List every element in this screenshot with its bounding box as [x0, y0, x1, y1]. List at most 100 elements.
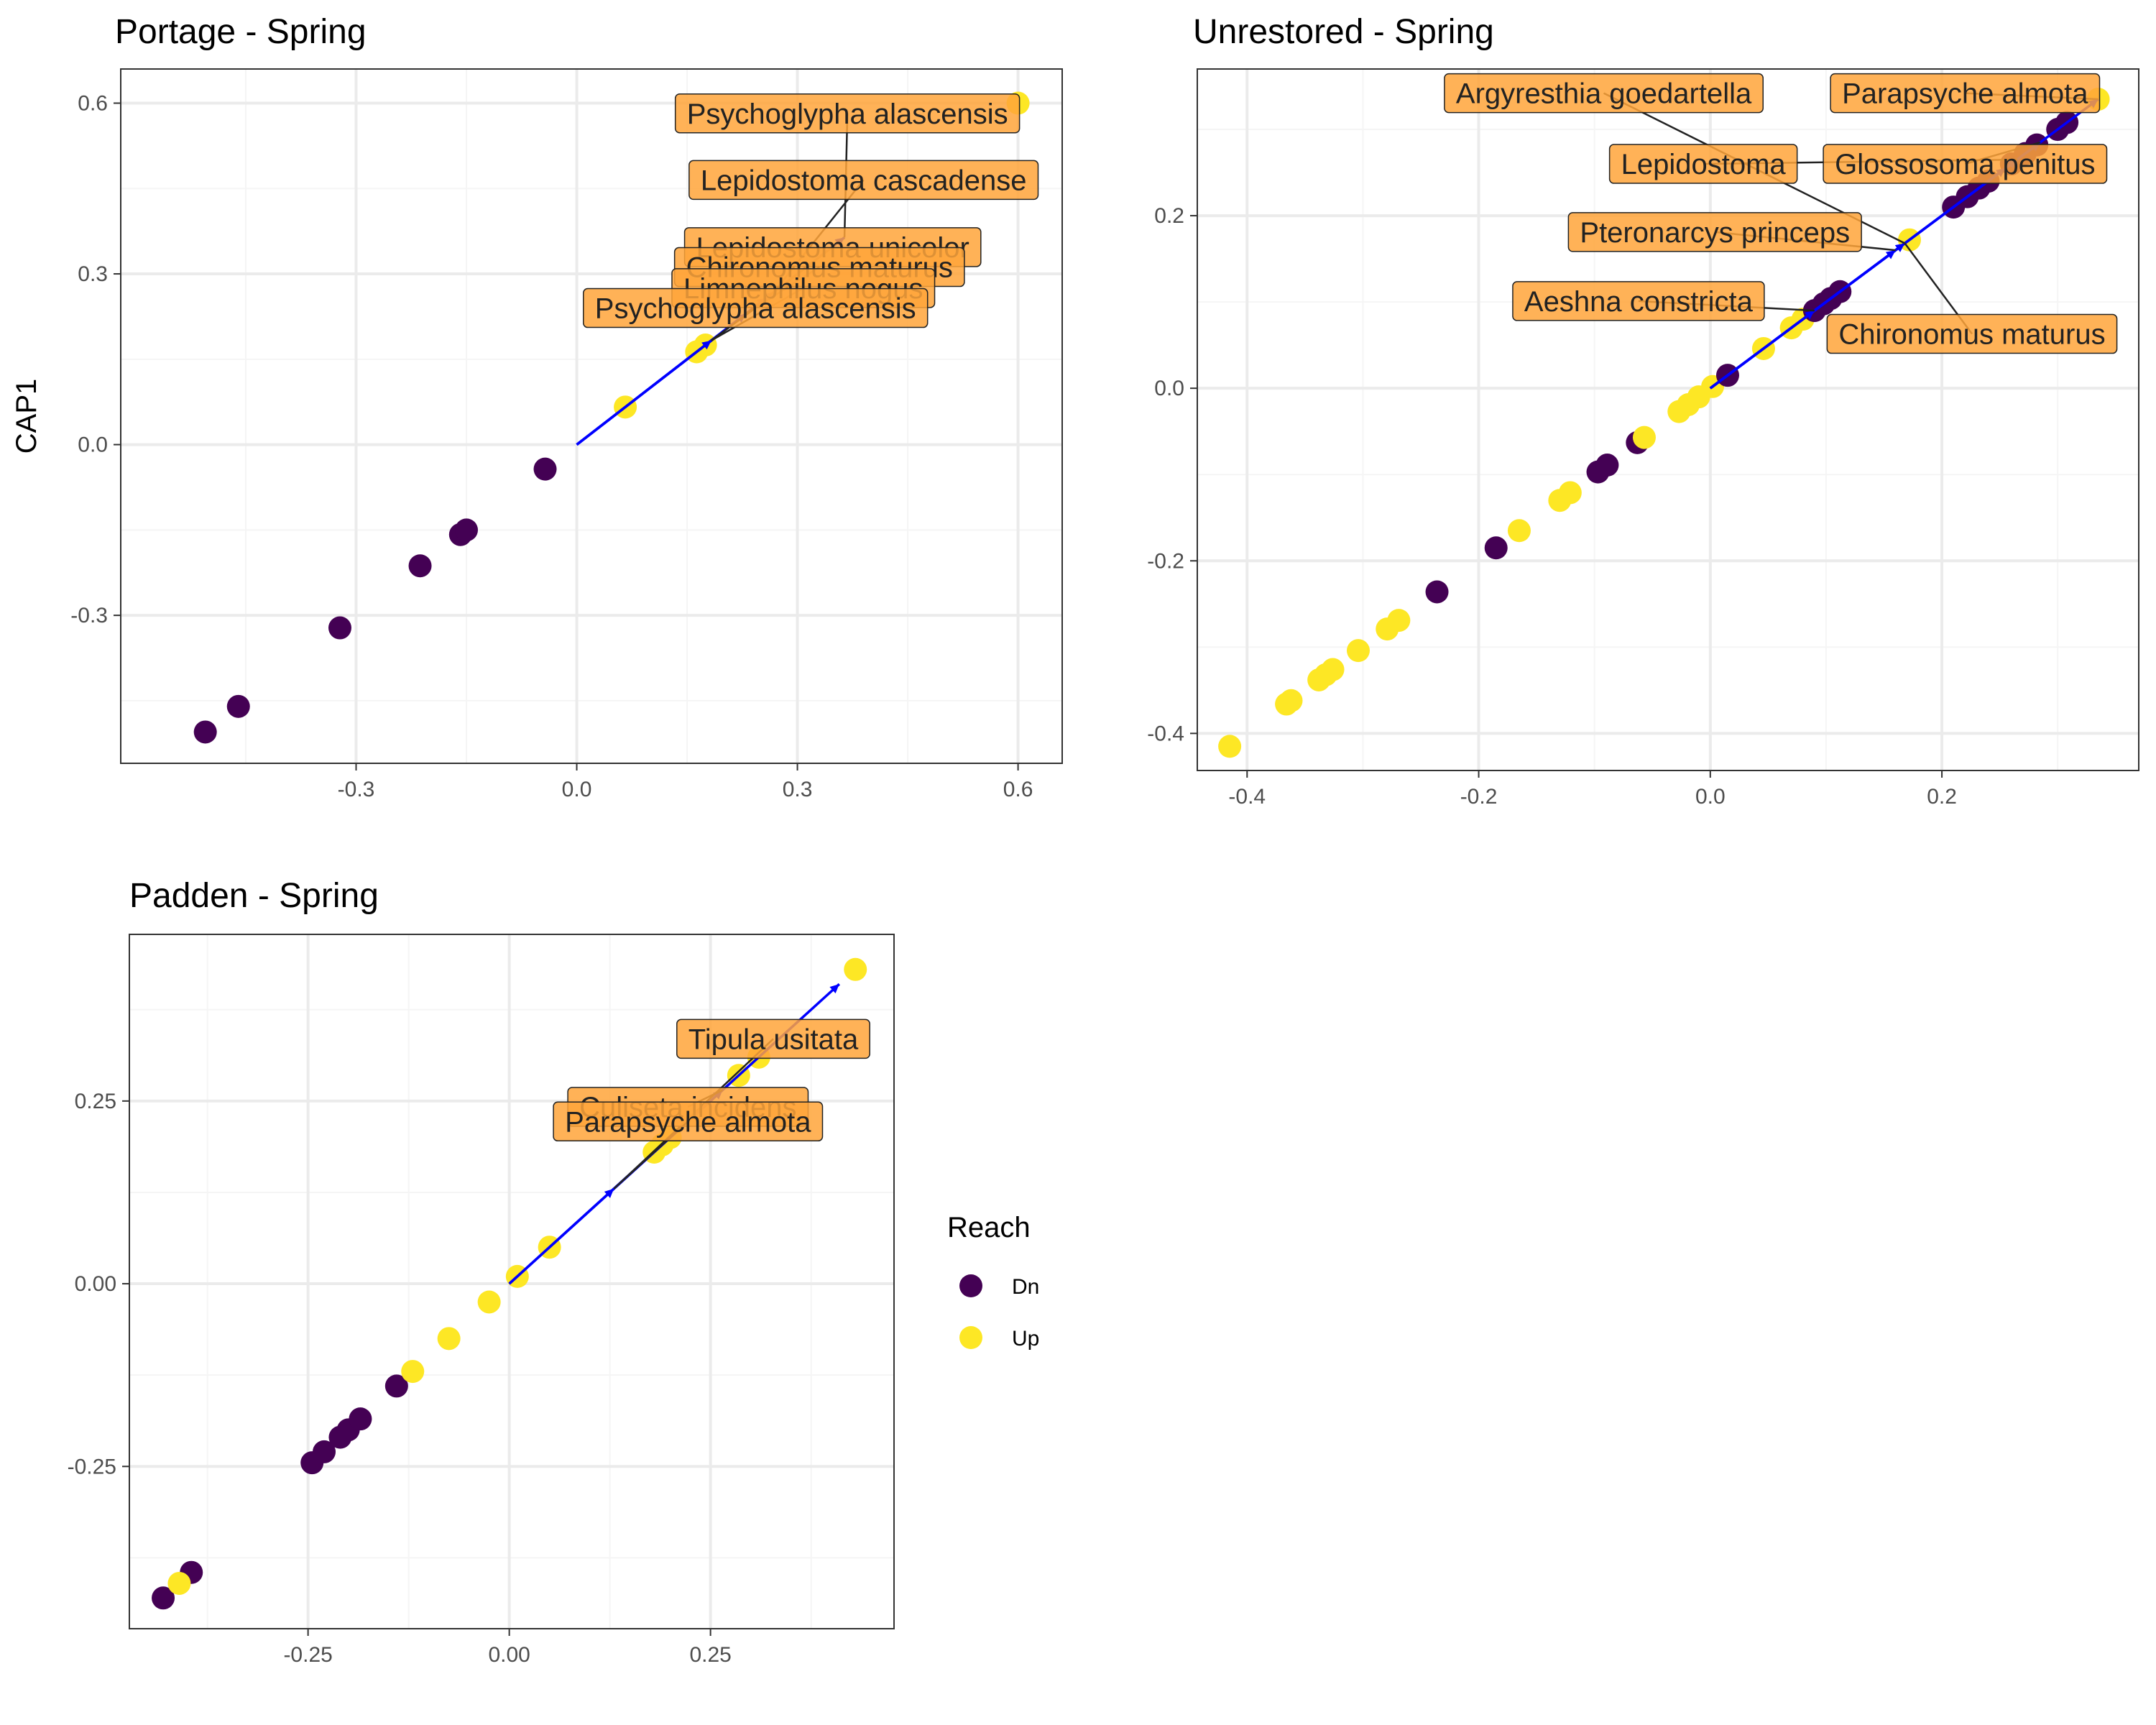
label-box	[1512, 281, 1765, 321]
label-box	[583, 288, 929, 328]
species-label: Tipula usitata	[688, 1024, 859, 1055]
panel-title: Padden - Spring	[129, 877, 379, 915]
y-tick-label: -0.25	[68, 1455, 116, 1478]
point-dn	[408, 554, 432, 578]
point-up	[1218, 735, 1242, 758]
label-box	[676, 1018, 870, 1059]
species-label: Lepidostoma	[1621, 149, 1787, 180]
x-tick-label: -0.2	[1460, 785, 1498, 809]
panel-portage-spring: Portage - Spring -0.3 0.0 0.3 0.6 -0.3 0.0 0.3 0…	[11, 13, 1063, 801]
point-dn	[455, 518, 479, 542]
legend: Reach Dn Up	[947, 1212, 1039, 1351]
vector-arrowhead	[829, 984, 839, 994]
point-up	[437, 1327, 461, 1351]
legend-label-dn: Dn	[1012, 1275, 1039, 1299]
point-up	[1279, 689, 1303, 712]
point-dn	[384, 1374, 408, 1398]
point-up	[167, 1571, 191, 1595]
point-dn	[193, 720, 217, 744]
species-label: Psychoglypha alascensis	[687, 98, 1008, 130]
panel-border	[1197, 68, 2139, 771]
plot-area: Tipula usitataCuliseta incidensParapsych…	[152, 957, 870, 1610]
plot-area: Psychoglypha alascensis Lepidostoma casca…	[193, 91, 1039, 744]
point-dn	[328, 616, 351, 640]
y-tick-label: -0.4	[1147, 722, 1184, 745]
label-box	[1444, 73, 1764, 114]
species-label: Chironomus maturus	[1838, 319, 2105, 351]
panel-title: Unrestored - Spring	[1193, 13, 1494, 51]
grid	[129, 934, 894, 1629]
x-tick-label: 0.25	[689, 1643, 731, 1667]
legend-title: Reach	[947, 1212, 1031, 1243]
panel-title: Portage - Spring	[115, 13, 367, 51]
label-box	[553, 1101, 824, 1142]
label-box	[674, 93, 1021, 134]
y-tick-label: 0.6	[78, 92, 108, 116]
plot-area: Argyresthia goedartella Parapsyche almota…	[1218, 73, 2118, 758]
legend-item-dn: Dn	[959, 1274, 1039, 1299]
legend-item-up: Up	[959, 1326, 1039, 1351]
point-dn	[349, 1407, 372, 1431]
y-tick-label: 0.0	[78, 433, 108, 457]
x-tick-label: 0.3	[783, 778, 813, 801]
point-dn	[152, 1586, 175, 1610]
x-tick-label: 0.0	[1695, 785, 1726, 809]
x-tick-label: 0.00	[488, 1643, 530, 1667]
label-box	[1823, 144, 2108, 184]
x-tick-label: 0.6	[1003, 778, 1033, 801]
y-tick-label: 0.3	[78, 262, 108, 286]
point-up	[844, 957, 867, 981]
y-tick-label: 0.0	[1154, 377, 1184, 400]
x-tick-label: -0.3	[338, 778, 375, 801]
grid	[121, 69, 1062, 763]
y-axis-title: CAP1	[11, 379, 42, 454]
y-tick-label: 0.25	[75, 1090, 116, 1113]
x-tick-label: -0.4	[1228, 785, 1266, 809]
species-labels: Argyresthia goedartella Parapsyche almota…	[1444, 73, 2118, 354]
species-label: Parapsyche almota	[565, 1106, 811, 1138]
legend-label-up: Up	[1012, 1327, 1039, 1351]
panel-padden-spring: Padden - Spring -0.25 0.00 0.25 -0.25 0.00 0.2…	[68, 877, 895, 1667]
species-label: Parapsyche almota	[1842, 78, 2088, 110]
species-label: Psychoglypha alascensis	[595, 293, 916, 325]
point-dn	[226, 694, 250, 718]
species-labels: Psychoglypha alascensis Lepidostoma casca…	[583, 93, 1039, 341]
species-label: Lepidostoma cascadense	[701, 165, 1027, 196]
x-tick-label: 0.0	[562, 778, 592, 801]
species-labels: Tipula usitataCuliseta incidensParapsych…	[553, 1018, 870, 1190]
label-box	[1826, 313, 2118, 354]
point-up	[1321, 658, 1345, 681]
species-label: Argyresthia goedartella	[1456, 78, 1752, 110]
legend-key-up	[959, 1326, 982, 1349]
y-tick-label: 0.2	[1154, 204, 1184, 228]
species-label: Aeshna constricta	[1524, 286, 1754, 318]
point-up	[1346, 639, 1370, 663]
label-box	[1830, 73, 2101, 114]
x-tick-label: -0.25	[283, 1643, 332, 1667]
species-label: Glossosoma penitus	[1835, 149, 2095, 180]
panel-border	[129, 934, 895, 1629]
x-tick-label: 0.2	[1927, 785, 1957, 809]
point-up	[1387, 609, 1411, 632]
y-tick-label: -0.2	[1147, 549, 1184, 573]
point-up	[477, 1290, 501, 1314]
label-box	[1567, 212, 1862, 252]
y-tick-label: -0.3	[70, 604, 108, 627]
point-dn	[1484, 536, 1508, 560]
point-up	[401, 1360, 425, 1384]
species-label: Pteronarcys princeps	[1580, 217, 1850, 249]
point-up	[1632, 426, 1656, 449]
y-tick-label: 0.00	[75, 1272, 116, 1296]
point-up	[1507, 519, 1531, 543]
panel-unrestored-spring: Unrestored - Spring -0.4 -0.2 0.0 0.2 -0.4 -0.…	[1147, 13, 2139, 809]
panel-border	[120, 68, 1063, 764]
label-box	[688, 160, 1039, 201]
point-dn	[533, 457, 557, 481]
point-up	[1558, 481, 1582, 505]
legend-key-dn	[959, 1274, 982, 1297]
label-box	[1608, 144, 1798, 184]
point-dn	[1595, 454, 1619, 477]
point-dn	[313, 1440, 336, 1463]
point-dn	[1425, 580, 1449, 604]
